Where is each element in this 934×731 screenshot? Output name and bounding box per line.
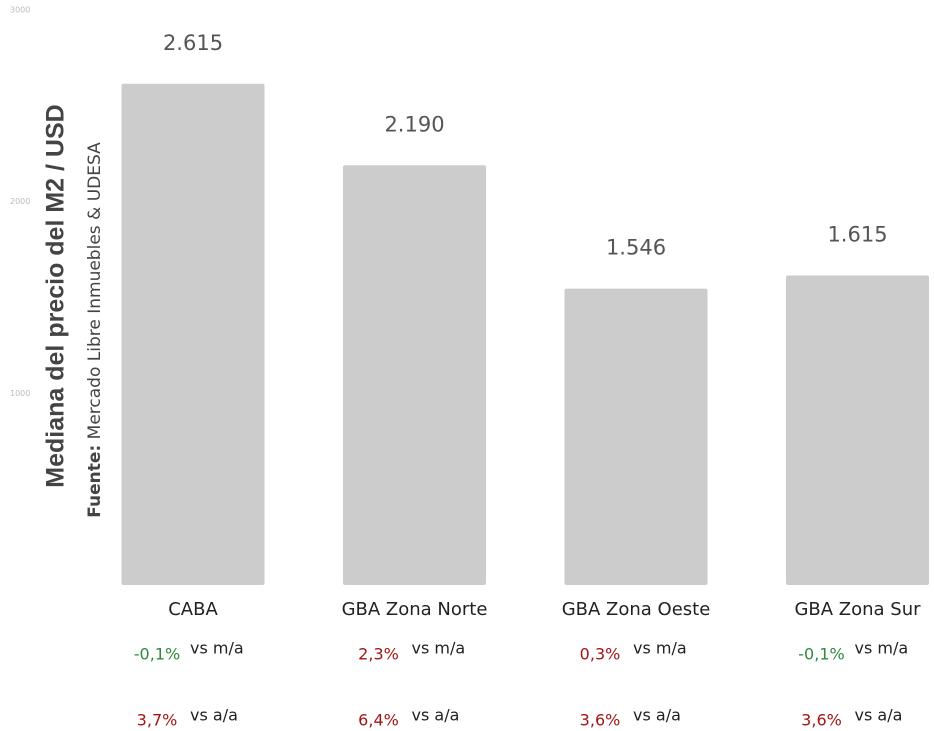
annual-label: vs a/a <box>633 706 681 725</box>
x-tick-label: GBA Zona Oeste <box>562 599 711 620</box>
monthly-change: 2,3% <box>358 645 399 664</box>
x-tick-label: GBA Zona Sur <box>794 599 921 620</box>
y-tick-label: 2000 <box>10 197 30 206</box>
source-text: Mercado Libre Inmuebles & UDESA <box>85 142 105 439</box>
annual-label: vs a/a <box>855 706 903 725</box>
monthly-change: -0,1% <box>134 645 180 664</box>
value-label: 1.615 <box>827 222 887 246</box>
value-label: 2.190 <box>384 112 444 136</box>
monthly-label: vs m/a <box>412 639 466 658</box>
x-tick-label: CABA <box>168 599 218 620</box>
y-tick-label: 3000 <box>10 6 30 15</box>
annual-change: 3,6% <box>580 711 621 730</box>
annual-label: vs a/a <box>412 706 460 725</box>
value-label: 1.546 <box>606 236 666 260</box>
monthly-change: -0,1% <box>798 645 844 664</box>
monthly-label: vs m/a <box>855 639 909 658</box>
annual-label: vs a/a <box>190 706 238 725</box>
bar <box>786 275 929 585</box>
monthly-label: vs m/a <box>633 639 687 658</box>
bar <box>564 288 708 585</box>
source-label: Fuente: <box>85 445 105 518</box>
y-axis-label: Mediana del precio del M2 / USD <box>42 104 70 487</box>
annual-change: 3,7% <box>137 711 178 730</box>
source: Fuente: Mercado Libre Inmuebles & UDESA <box>85 142 105 518</box>
value-label: 2.615 <box>163 31 223 55</box>
monthly-change: 0,3% <box>580 645 621 664</box>
annual-change: 3,6% <box>801 711 842 730</box>
monthly-label: vs m/a <box>190 639 244 658</box>
y-tick-label: 1000 <box>10 389 30 398</box>
bar <box>121 83 265 586</box>
x-tick-label: GBA Zona Norte <box>342 599 488 620</box>
bar <box>343 165 486 585</box>
annual-change: 6,4% <box>358 711 399 730</box>
